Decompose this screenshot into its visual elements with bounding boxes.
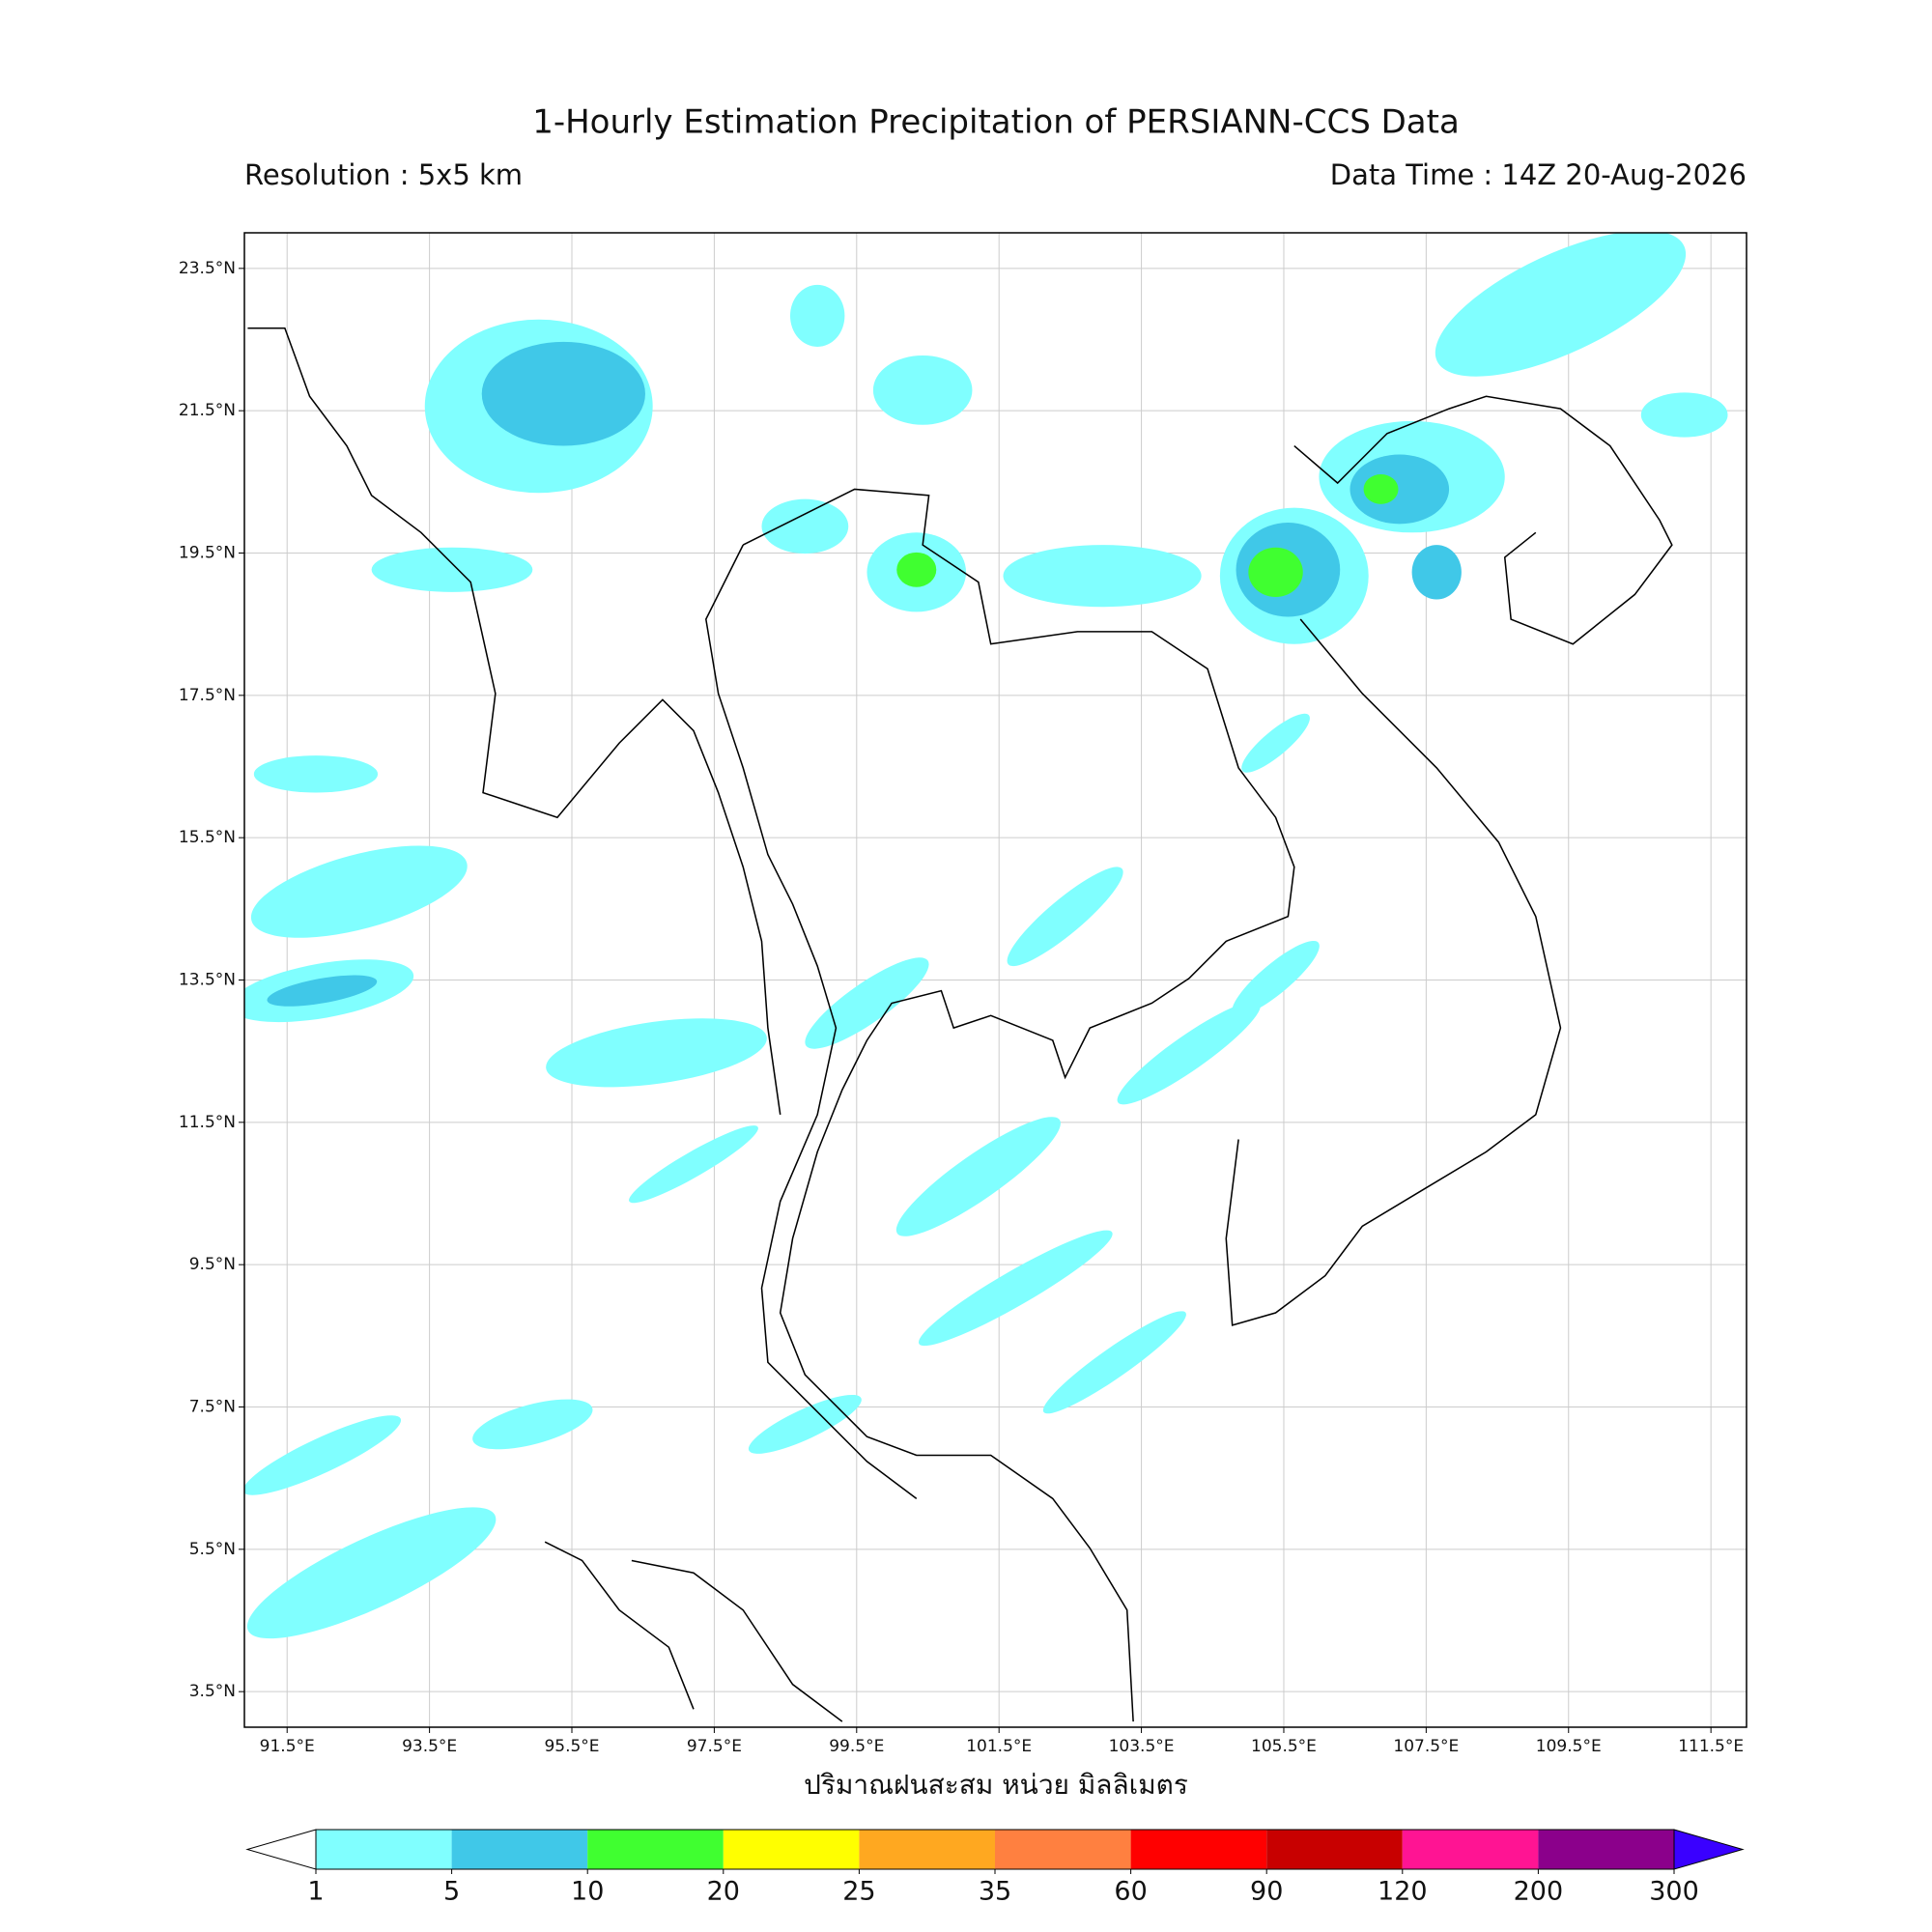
colorbar-box [995,1830,1131,1869]
subtitle-right: Data Time : 14Z 20-Aug-2026 [1330,158,1747,191]
rain-fields [244,233,1728,1639]
colorbar-box [1402,1830,1539,1869]
colorbar-label: 10 [571,1877,604,1907]
colorbar-label: 35 [979,1877,1011,1907]
colorbar-label: 60 [1114,1877,1147,1907]
colorbar-label: 200 [1514,1877,1564,1907]
colorbar-label: 300 [1649,1877,1699,1907]
x-tick-label: 111.5°E [1678,1737,1744,1756]
colorbar-box [1130,1830,1267,1869]
x-tick-label: 109.5°E [1536,1737,1602,1756]
colorbar-label: 25 [842,1877,875,1907]
colorbar-box [1266,1830,1403,1869]
y-tick-label: 5.5°N [189,1540,236,1559]
y-tick-label: 17.5°N [179,686,236,705]
x-tick-label: 105.5°E [1251,1737,1317,1756]
x-tick-label: 99.5°E [829,1737,884,1756]
x-tick-label: 103.5°E [1109,1737,1175,1756]
colorbar-box [587,1830,724,1869]
colorbar-label: 90 [1250,1877,1283,1907]
subtitle-left: Resolution : 5x5 km [244,158,523,191]
x-tick-label: 97.5°E [687,1737,742,1756]
y-tick-label: 11.5°N [179,1113,236,1132]
x-axis-label: ปริมาณฝนสะสม หน่วย มิลลิเมตร [804,1769,1188,1801]
colorbar-label: 120 [1378,1877,1428,1907]
colorbar-box [859,1830,995,1869]
x-tick-label: 107.5°E [1393,1737,1459,1756]
colorbar-box [723,1830,860,1869]
colorbar-label: 5 [443,1877,460,1907]
colorbar-label: 20 [707,1877,740,1907]
colorbar: 1 5 10 20 25 35 60 90 120 200 300 [245,1829,1745,1907]
colorbar-label: 1 [307,1877,324,1907]
colorbar-box [1538,1830,1674,1869]
y-tick-label: 23.5°N [179,259,236,278]
x-tick-label: 91.5°E [260,1737,315,1756]
x-tick-label: 101.5°E [966,1737,1032,1756]
map-area [244,233,1747,1727]
y-tick-label: 19.5°N [179,544,236,563]
y-tick-label: 7.5°N [189,1398,236,1417]
colorbar-over [1673,1829,1745,1870]
y-tick-label: 9.5°N [189,1255,236,1274]
x-tick-label: 93.5°E [402,1737,457,1756]
x-tick-label: 95.5°E [544,1737,599,1756]
coastlines [247,327,1673,1722]
colorbar-box [316,1830,452,1869]
colorbar-under [245,1829,317,1870]
title: 1-Hourly Estimation Precipitation of PER… [532,103,1460,142]
y-tick-label: 3.5°N [189,1682,236,1701]
colorbar-box [451,1830,588,1869]
y-tick-label: 21.5°N [179,401,236,420]
y-tick-label: 15.5°N [179,828,236,847]
y-tick-label: 13.5°N [179,971,236,990]
